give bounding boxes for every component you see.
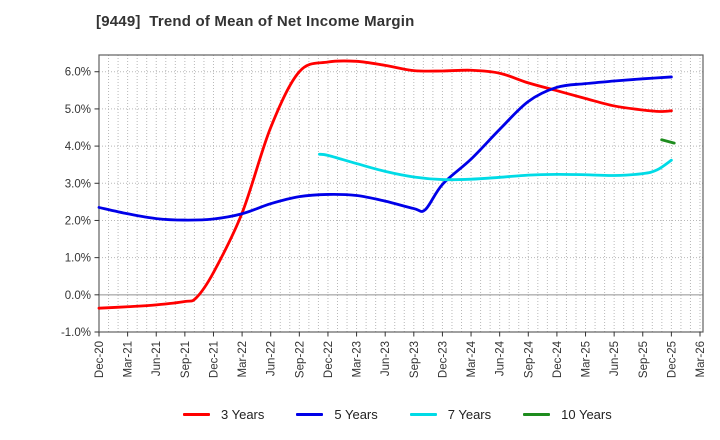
legend-item-3-years: 3 Years: [183, 407, 264, 422]
x-tick-label: Sep-25: [638, 341, 650, 378]
legend-swatch-3-years: [183, 412, 210, 416]
chart-legend: 3 Years 5 Years 7 Years 10 Years: [183, 405, 612, 423]
series-line-10-years: [660, 138, 676, 145]
x-tick-label: Mar-25: [581, 341, 593, 377]
x-tick-label: Sep-23: [409, 341, 421, 378]
y-tick-label: 3.0%: [65, 178, 91, 190]
x-tick-label: Dec-21: [208, 341, 220, 378]
legend-item-10-years: 10 Years: [523, 407, 612, 422]
legend-item-7-years: 7 Years: [409, 406, 492, 422]
y-tick-label: 0.0%: [65, 290, 91, 302]
legend-swatch-10-years: [523, 412, 551, 416]
legend-swatch-5-years: [296, 412, 324, 416]
y-tick-label: 6.0%: [65, 67, 91, 79]
legend-swatch-7-years: [409, 412, 437, 416]
x-tick-label: Dec-24: [552, 340, 564, 378]
legend-label-3-years: 3 Years: [221, 406, 265, 422]
chart-title: [9449] Trend of Mean of Net Income Margi…: [96, 13, 415, 30]
y-tick-label: 2.0%: [65, 215, 91, 227]
series-line-7-years: [317, 152, 673, 182]
x-tick-label: Mar-22: [237, 341, 249, 377]
x-tick-label: Sep-22: [294, 341, 306, 378]
x-tick-label: Jun-24: [495, 340, 507, 376]
x-tick-label: Dec-20: [94, 341, 106, 378]
x-tick-label: Mar-24: [466, 340, 478, 377]
x-tick-label: Dec-22: [323, 341, 335, 378]
x-tick-label: Jun-25: [609, 341, 621, 376]
y-tick-label: 5.0%: [65, 104, 91, 116]
y-tick-label: 1.0%: [65, 253, 91, 265]
x-tick-label: Sep-21: [180, 341, 192, 378]
x-tick-label: Mar-21: [123, 341, 135, 377]
plot-border: [98, 54, 704, 333]
x-tick-label: Dec-25: [666, 341, 678, 378]
series-line-5-years: [97, 75, 673, 222]
legend-label-7-years: 7 Years: [447, 406, 492, 422]
legend-label-10-years: 10 Years: [561, 406, 612, 422]
y-tick-label: -1.0%: [61, 327, 91, 339]
x-tick-label: Jun-22: [266, 341, 278, 376]
legend-item-5-years: 5 Years: [296, 406, 378, 422]
x-tick-label: Mar-26: [695, 341, 707, 377]
x-tick-label: Mar-23: [352, 341, 364, 377]
x-tick-label: Dec-23: [437, 341, 449, 378]
x-tick-label: Sep-24: [523, 340, 535, 378]
x-tick-label: Jun-21: [151, 341, 163, 376]
legend-label-5-years: 5 Years: [334, 406, 378, 422]
y-tick-label: 4.0%: [65, 141, 91, 153]
series-line-3-years: [97, 59, 673, 310]
x-tick-label: Jun-23: [380, 341, 392, 376]
line-chart: 6.0% 5.0% 4.0% 3.0% 2.0% 1.0% 0.0% -1.0%Dec-20 M…: [61, 54, 707, 378]
